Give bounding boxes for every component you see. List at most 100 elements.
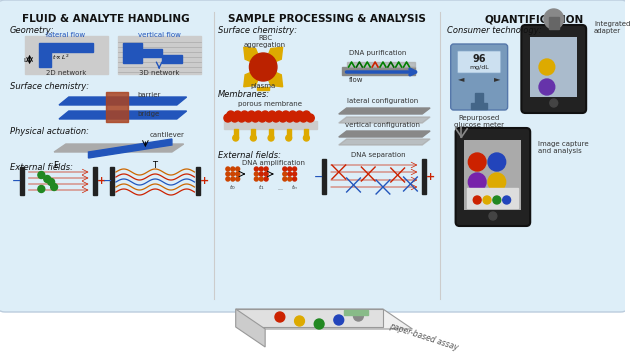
Text: plasma: plasma xyxy=(250,83,276,89)
Text: +: + xyxy=(199,176,209,186)
Circle shape xyxy=(292,167,297,171)
Polygon shape xyxy=(263,67,283,87)
Text: ◄: ◄ xyxy=(458,75,465,84)
Circle shape xyxy=(238,114,245,122)
Text: 3D network: 3D network xyxy=(139,70,180,76)
Circle shape xyxy=(44,176,51,182)
Text: DNA amplification: DNA amplification xyxy=(241,160,304,166)
Bar xyxy=(118,36,201,74)
Text: DNA separation: DNA separation xyxy=(351,152,405,158)
Bar xyxy=(464,140,521,210)
Circle shape xyxy=(299,114,308,122)
Text: Repurposed
glucose meter: Repurposed glucose meter xyxy=(454,115,504,128)
Bar xyxy=(468,188,519,208)
Circle shape xyxy=(288,177,292,181)
Circle shape xyxy=(550,99,557,107)
Circle shape xyxy=(334,315,344,325)
Text: External fields:: External fields: xyxy=(10,162,73,171)
Circle shape xyxy=(544,9,564,29)
Text: Surface chemistry:: Surface chemistry: xyxy=(10,81,89,91)
Text: SAMPLE PROCESSING & ANALYSIS: SAMPLE PROCESSING & ANALYSIS xyxy=(228,14,426,24)
Circle shape xyxy=(279,114,287,122)
Text: cantilever: cantilever xyxy=(149,132,184,138)
Circle shape xyxy=(224,114,232,122)
Circle shape xyxy=(286,114,294,122)
Bar xyxy=(471,103,487,109)
Text: +: + xyxy=(97,176,106,186)
Circle shape xyxy=(264,177,268,181)
Bar xyxy=(25,36,108,74)
Circle shape xyxy=(283,172,287,176)
Text: Image capture
and analysis: Image capture and analysis xyxy=(538,141,589,154)
Circle shape xyxy=(250,53,277,81)
Text: Physical actuation:: Physical actuation: xyxy=(10,126,89,136)
Bar xyxy=(287,129,290,137)
Circle shape xyxy=(236,177,240,181)
Circle shape xyxy=(296,111,303,119)
Circle shape xyxy=(236,167,240,171)
Bar xyxy=(530,37,577,97)
Circle shape xyxy=(468,153,486,171)
Circle shape xyxy=(489,212,497,220)
Polygon shape xyxy=(236,309,412,329)
Text: −: − xyxy=(313,172,323,182)
Polygon shape xyxy=(339,108,430,114)
Text: Integrated
adapter: Integrated adapter xyxy=(594,20,631,34)
Text: −: − xyxy=(12,176,22,186)
Text: Surface chemistry:: Surface chemistry: xyxy=(218,25,297,35)
Circle shape xyxy=(233,135,239,141)
Text: External fields:: External fields: xyxy=(218,151,281,160)
Polygon shape xyxy=(59,111,187,119)
Circle shape xyxy=(303,135,310,141)
Bar xyxy=(39,43,94,52)
Circle shape xyxy=(539,59,555,75)
Circle shape xyxy=(226,177,230,181)
Text: T: T xyxy=(152,161,157,170)
Polygon shape xyxy=(236,309,265,347)
Bar xyxy=(252,129,255,137)
Circle shape xyxy=(38,186,45,192)
Bar xyxy=(347,62,415,67)
Circle shape xyxy=(473,196,481,204)
Bar xyxy=(94,167,97,195)
Circle shape xyxy=(292,177,297,181)
Bar xyxy=(549,17,559,29)
Bar xyxy=(304,129,308,137)
Circle shape xyxy=(236,172,240,176)
Polygon shape xyxy=(244,67,263,87)
Polygon shape xyxy=(339,139,430,145)
Circle shape xyxy=(254,172,258,176)
Circle shape xyxy=(539,79,555,95)
Text: paper-based assay: paper-based assay xyxy=(388,322,459,352)
Text: FLUID & ANALYTE HANDLING: FLUID & ANALYTE HANDLING xyxy=(22,14,190,24)
Text: $t_1$: $t_1$ xyxy=(258,183,264,192)
Bar xyxy=(344,310,368,315)
Text: QUANTIFICATION: QUANTIFICATION xyxy=(485,14,583,24)
Bar xyxy=(341,67,415,75)
Circle shape xyxy=(252,114,259,122)
Circle shape xyxy=(254,167,258,171)
Bar xyxy=(422,159,426,194)
Circle shape xyxy=(51,183,57,191)
Circle shape xyxy=(268,135,274,141)
Circle shape xyxy=(354,311,363,321)
Circle shape xyxy=(288,167,292,171)
Circle shape xyxy=(38,171,45,178)
Text: $t \propto L^2$: $t \propto L^2$ xyxy=(52,52,69,62)
Circle shape xyxy=(241,111,248,119)
Text: Membranes:: Membranes: xyxy=(218,90,270,99)
FancyBboxPatch shape xyxy=(457,51,501,73)
Circle shape xyxy=(226,172,230,176)
Circle shape xyxy=(254,111,262,119)
Circle shape xyxy=(231,167,234,171)
Bar xyxy=(20,167,24,195)
Text: lateral flow: lateral flow xyxy=(47,32,85,38)
Polygon shape xyxy=(236,309,383,327)
Polygon shape xyxy=(89,139,172,158)
Circle shape xyxy=(234,111,241,119)
Bar xyxy=(224,121,317,129)
Bar xyxy=(106,92,128,122)
Circle shape xyxy=(306,114,314,122)
Text: $t_n$: $t_n$ xyxy=(291,183,298,192)
Polygon shape xyxy=(244,47,263,67)
